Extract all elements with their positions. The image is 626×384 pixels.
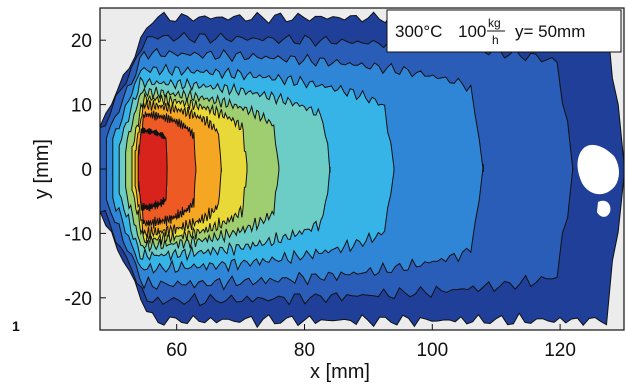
- y-axis: 20 10 0 -10 -20: [65, 31, 106, 310]
- contour-level-10: [137, 126, 168, 212]
- y-tick-label: 10: [71, 96, 92, 117]
- measurement-gaps: [577, 144, 620, 217]
- annotation-flow-value: 100: [458, 22, 486, 41]
- y-tick-label: -20: [65, 289, 92, 310]
- panel-number: 1: [12, 318, 20, 334]
- gap-region: [577, 144, 620, 195]
- x-axis: 60 80 100 120: [166, 324, 576, 361]
- annotation-flow-numerator: kg: [488, 16, 501, 30]
- x-tick-label: 100: [416, 340, 448, 361]
- annotation-flow-denominator: h: [492, 33, 499, 47]
- x-tick-label: 80: [294, 340, 315, 361]
- gap-region: [597, 200, 611, 217]
- y-tick-label: -10: [65, 224, 92, 245]
- x-tick-label: 120: [544, 340, 576, 361]
- x-tick-label: 60: [166, 340, 187, 361]
- y-tick-label: 20: [71, 31, 92, 52]
- annotation-position: y= 50mm: [515, 22, 585, 41]
- y-tick-label: 0: [81, 160, 92, 181]
- annotation-box: 300°C 100 kg h y= 50mm: [386, 9, 622, 53]
- y-axis-title: y [mm]: [31, 139, 53, 199]
- contour-layers: [100, 11, 624, 329]
- annotation-temperature: 300°C: [395, 22, 442, 41]
- x-axis-title: x [mm]: [310, 361, 370, 383]
